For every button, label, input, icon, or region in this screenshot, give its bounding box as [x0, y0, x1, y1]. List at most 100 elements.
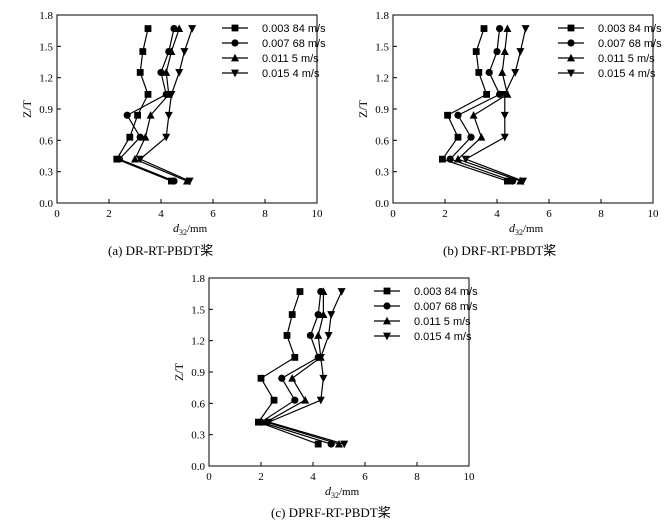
- data-point: [511, 69, 520, 77]
- x-axis-label-symbol: d: [173, 221, 180, 235]
- series-line: [441, 28, 508, 182]
- series-1: [115, 24, 178, 185]
- data-point: [144, 25, 152, 32]
- y-tick-label: 1.8: [191, 273, 205, 285]
- data-point: [461, 155, 470, 164]
- series-line: [264, 291, 340, 445]
- legend-marker: [567, 53, 575, 62]
- legend-label: 0.003 84 m/s: [262, 23, 326, 35]
- data-point: [485, 68, 493, 77]
- data-point: [131, 154, 139, 163]
- data-point: [175, 24, 184, 32]
- x-axis-label-subscript: 32: [331, 491, 339, 498]
- x-axis-label-unit: /mm: [187, 223, 208, 235]
- x-tick-label: 4: [310, 471, 316, 483]
- legend-label: 0.007 68 m/s: [414, 301, 478, 313]
- legend-label: 0.015 4 m/s: [414, 331, 472, 343]
- y-tick-label: 0.3: [191, 430, 205, 442]
- series-line: [464, 28, 527, 182]
- y-tick-label: 1.2: [191, 336, 205, 348]
- x-tick-label: 10: [464, 471, 476, 483]
- y-tick-label: 1.8: [375, 10, 389, 22]
- y-tick-label: 0.0: [191, 461, 205, 473]
- x-tick-label: 8: [598, 208, 604, 220]
- legend-label: 0.007 68 m/s: [262, 38, 326, 50]
- x-tick-label: 10: [312, 208, 324, 220]
- data-point: [136, 155, 145, 164]
- x-tick-label: 4: [494, 208, 500, 220]
- data-point: [500, 111, 509, 120]
- legend-marker: [383, 302, 391, 310]
- x-axis-label-unit: /mm: [523, 223, 544, 235]
- data-point: [115, 155, 123, 163]
- x-axis-label-unit: /mm: [339, 486, 360, 498]
- data-point: [264, 418, 273, 427]
- caption-panel-c: (c) DPRF-RT-PBDT桨: [271, 505, 391, 520]
- data-point: [291, 353, 299, 361]
- data-point: [162, 133, 171, 142]
- x-tick-label: 0: [390, 208, 396, 220]
- series-0: [439, 25, 511, 185]
- data-point: [167, 90, 176, 99]
- series-3: [461, 25, 530, 186]
- data-point: [319, 310, 328, 318]
- legend-label: 0.011 5 m/s: [414, 316, 471, 328]
- data-point: [467, 133, 475, 141]
- x-tick-label: 2: [442, 208, 448, 220]
- data-point: [170, 24, 178, 33]
- y-tick-label: 1.5: [375, 41, 389, 53]
- data-point: [500, 90, 509, 99]
- data-point: [319, 287, 328, 295]
- y-tick-label: 0.0: [375, 198, 389, 210]
- data-point: [327, 311, 336, 319]
- data-point: [324, 332, 333, 340]
- x-tick-label: 4: [158, 208, 164, 220]
- series-line: [257, 291, 319, 445]
- y-axis-label: Z/T: [172, 362, 186, 381]
- x-tick-label: 6: [210, 208, 216, 220]
- data-point: [493, 47, 501, 56]
- legend-label: 0.015 4 m/s: [598, 68, 656, 80]
- series-3: [136, 25, 197, 186]
- data-point: [454, 154, 462, 163]
- data-point: [144, 90, 152, 98]
- series-line: [456, 28, 521, 182]
- data-point: [454, 133, 462, 141]
- data-point: [314, 331, 323, 339]
- legend-marker: [567, 39, 575, 47]
- y-tick-label: 0.6: [39, 135, 53, 147]
- y-tick-label: 1.5: [39, 41, 53, 53]
- series-line: [134, 28, 188, 182]
- data-point: [283, 332, 291, 339]
- data-point: [319, 374, 328, 383]
- data-point: [126, 133, 134, 141]
- y-tick-label: 0.9: [39, 104, 53, 116]
- legend-marker: [231, 53, 239, 62]
- data-point: [496, 90, 504, 98]
- chart-panel-c: 0 2 4 6 8 10 0.0 0.3 0.6 0.9 1.2 1.5 1.8 d32/mm Z/T 0.0…: [172, 273, 478, 498]
- caption-panel-a: (a) DR-RT-PBDT桨: [108, 243, 214, 258]
- x-axis-label: d32/mm: [509, 221, 544, 235]
- data-point: [301, 396, 310, 404]
- y-axis-label: Z/T: [356, 99, 370, 118]
- y-tick-label: 1.2: [39, 73, 53, 85]
- data-point: [503, 24, 512, 32]
- x-tick-label: 8: [262, 208, 268, 220]
- y-tick-label: 0.9: [191, 367, 205, 379]
- legend-label: 0.011 5 m/s: [598, 53, 655, 65]
- series-line: [139, 28, 193, 182]
- x-tick-label: 10: [648, 208, 660, 220]
- data-point: [291, 396, 299, 404]
- data-point: [306, 331, 314, 340]
- x-axis-label-symbol: d: [325, 484, 332, 498]
- series-line: [259, 291, 332, 445]
- data-point: [314, 310, 322, 319]
- series-line: [449, 28, 513, 182]
- legend-label: 0.003 84 m/s: [414, 286, 478, 298]
- data-point: [337, 288, 346, 296]
- data-point: [483, 90, 490, 98]
- legend-marker: [231, 24, 239, 32]
- data-point: [444, 111, 451, 119]
- data-point: [475, 69, 483, 76]
- y-tick-label: 0.6: [375, 135, 389, 147]
